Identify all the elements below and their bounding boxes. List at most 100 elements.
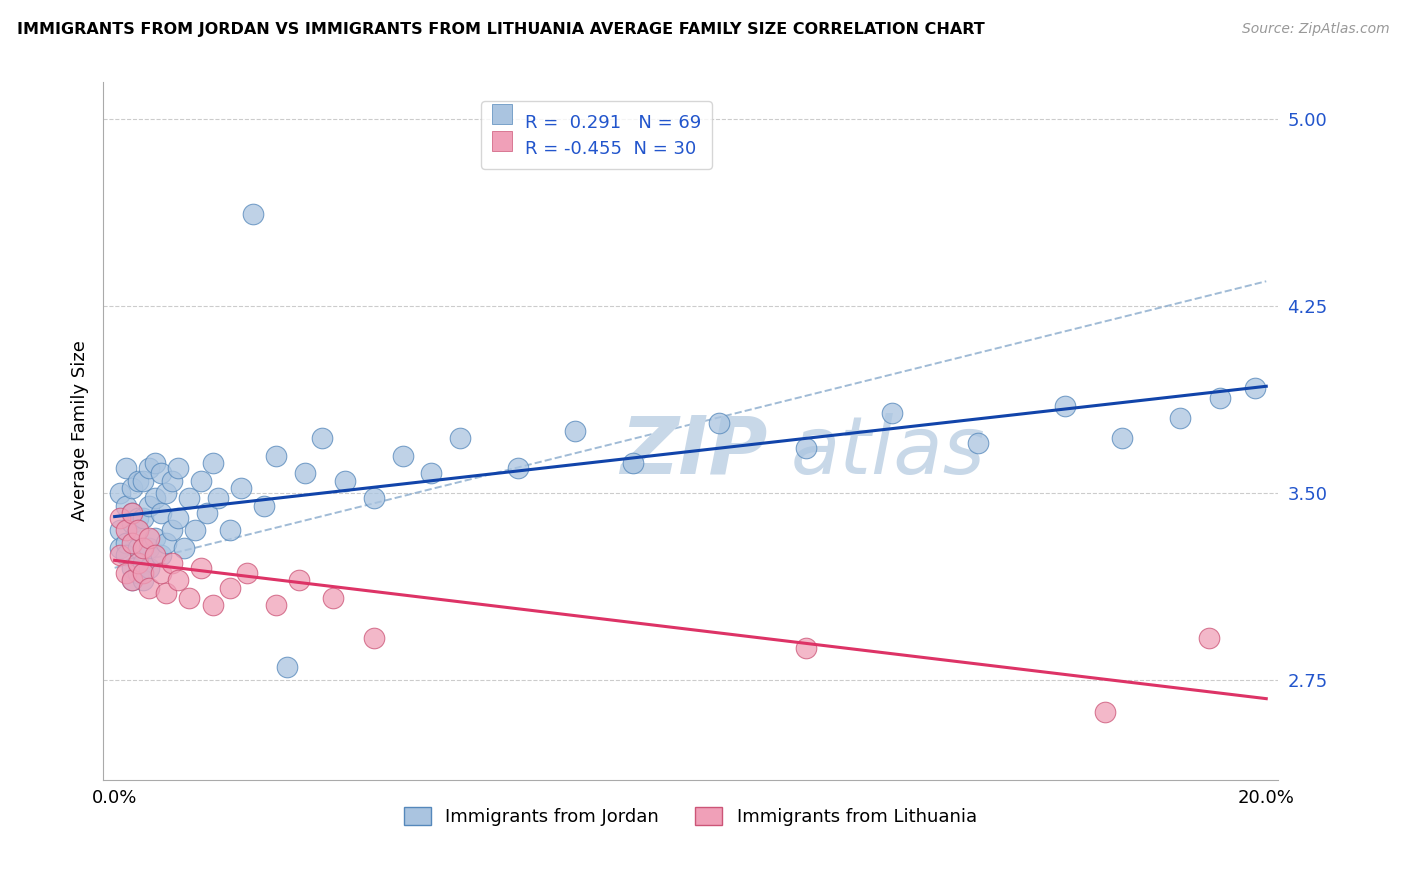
Point	[179, 591, 201, 605]
Point	[132, 474, 155, 488]
Point	[143, 549, 166, 563]
Point	[127, 524, 149, 538]
Point	[967, 436, 990, 450]
Point	[190, 474, 212, 488]
Point	[138, 561, 160, 575]
Point	[138, 531, 160, 545]
Point	[121, 506, 143, 520]
Point	[160, 556, 183, 570]
Point	[391, 449, 413, 463]
Point	[420, 466, 443, 480]
Point	[1209, 392, 1232, 406]
Point	[127, 566, 149, 580]
Point	[294, 466, 316, 480]
Point	[449, 431, 471, 445]
Point	[143, 531, 166, 545]
Point	[155, 585, 177, 599]
Point	[115, 461, 138, 475]
Point	[794, 441, 817, 455]
Point	[195, 506, 218, 520]
Point	[167, 461, 190, 475]
Point	[264, 449, 287, 463]
Text: IMMIGRANTS FROM JORDAN VS IMMIGRANTS FROM LITHUANIA AVERAGE FAMILY SIZE CORRELAT: IMMIGRANTS FROM JORDAN VS IMMIGRANTS FRO…	[17, 22, 984, 37]
Point	[333, 474, 356, 488]
Point	[155, 486, 177, 500]
Point	[311, 431, 333, 445]
Point	[201, 456, 224, 470]
Point	[110, 524, 132, 538]
Point	[363, 491, 385, 505]
Point	[132, 574, 155, 588]
Point	[149, 506, 172, 520]
Point	[160, 524, 183, 538]
Point	[121, 516, 143, 530]
Point	[179, 491, 201, 505]
Point	[132, 556, 155, 570]
Point	[236, 566, 259, 580]
Point	[184, 524, 207, 538]
Point	[363, 631, 385, 645]
Point	[149, 466, 172, 480]
Point	[110, 549, 132, 563]
Point	[1168, 411, 1191, 425]
Point	[264, 598, 287, 612]
Point	[121, 536, 143, 550]
Text: Source: ZipAtlas.com: Source: ZipAtlas.com	[1241, 22, 1389, 37]
Point	[276, 660, 298, 674]
Point	[115, 536, 138, 550]
Point	[167, 574, 190, 588]
Point	[143, 456, 166, 470]
Point	[121, 574, 143, 588]
Point	[132, 541, 155, 555]
Point	[207, 491, 229, 505]
Point	[880, 406, 903, 420]
Point	[1111, 431, 1133, 445]
Point	[1198, 631, 1220, 645]
Point	[127, 524, 149, 538]
Point	[121, 481, 143, 495]
Point	[138, 461, 160, 475]
Point	[138, 499, 160, 513]
Point	[506, 461, 529, 475]
Point	[127, 541, 149, 555]
Point	[621, 456, 644, 470]
Point	[138, 581, 160, 595]
Point	[218, 524, 240, 538]
Point	[149, 549, 172, 563]
Point	[322, 591, 344, 605]
Point	[121, 561, 143, 575]
Point	[173, 541, 195, 555]
Point	[1094, 706, 1116, 720]
Text: atlas: atlas	[790, 413, 986, 491]
Point	[143, 491, 166, 505]
Point	[115, 524, 138, 538]
Point	[564, 424, 586, 438]
Point	[115, 566, 138, 580]
Point	[253, 499, 276, 513]
Y-axis label: Average Family Size: Average Family Size	[72, 341, 89, 521]
Point	[127, 511, 149, 525]
Point	[242, 207, 264, 221]
Point	[155, 536, 177, 550]
Point	[794, 640, 817, 655]
Point	[709, 417, 731, 431]
Point	[1053, 399, 1076, 413]
Text: ZIP: ZIP	[620, 413, 768, 491]
Point	[167, 511, 190, 525]
Point	[127, 556, 149, 570]
Point	[115, 549, 138, 563]
Point	[110, 511, 132, 525]
Point	[288, 574, 311, 588]
Point	[121, 506, 143, 520]
Point	[132, 566, 155, 580]
Point	[127, 474, 149, 488]
Point	[132, 511, 155, 525]
Point	[231, 481, 253, 495]
Point	[149, 566, 172, 580]
Point	[1243, 381, 1265, 395]
Point	[218, 581, 240, 595]
Point	[160, 474, 183, 488]
Point	[138, 541, 160, 555]
Legend: Immigrants from Jordan, Immigrants from Lithuania: Immigrants from Jordan, Immigrants from …	[396, 800, 984, 833]
Point	[110, 486, 132, 500]
